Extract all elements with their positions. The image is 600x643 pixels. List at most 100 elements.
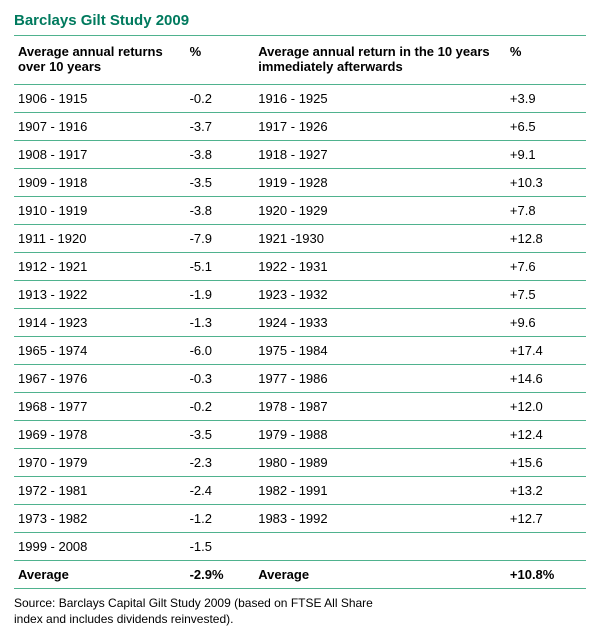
table-row: 1907 - 1916-3.71917 - 1926+6.5 [14,113,586,141]
cell-pct2 [506,533,586,561]
table-row-average: Average-2.9%Average+10.8% [14,561,586,589]
cell-pct2: +7.5 [506,281,586,309]
average-label1: Average [14,561,186,589]
cell-period2: 1919 - 1928 [254,169,506,197]
cell-pct1: -3.7 [186,113,255,141]
cell-pct1: -0.3 [186,365,255,393]
table-row: 1972 - 1981 -2.41982 - 1991+13.2 [14,477,586,505]
table-row: 1911 - 1920-7.91921 -1930+12.8 [14,225,586,253]
cell-period2: 1920 - 1929 [254,197,506,225]
cell-pct1: -3.8 [186,197,255,225]
cell-pct2: +6.5 [506,113,586,141]
cell-period2 [254,533,506,561]
cell-period1: 1912 - 1921 [14,253,186,281]
table-body: 1906 - 1915-0.21916 - 1925+3.91907 - 191… [14,85,586,589]
cell-pct1: -2.3 [186,449,255,477]
cell-pct1: -1.9 [186,281,255,309]
cell-pct2: +17.4 [506,337,586,365]
cell-pct2: +13.2 [506,477,586,505]
cell-period1: 1968 - 1977 [14,393,186,421]
cell-period2: 1924 - 1933 [254,309,506,337]
cell-period1: 1908 - 1917 [14,141,186,169]
table-row: 1969 - 1978-3.51979 - 1988+12.4 [14,421,586,449]
cell-pct2: +9.6 [506,309,586,337]
table-row: 1965 - 1974-6.01975 - 1984+17.4 [14,337,586,365]
cell-pct1: -0.2 [186,393,255,421]
cell-pct2: +12.7 [506,505,586,533]
table-row: 1912 - 1921-5.11922 - 1931+7.6 [14,253,586,281]
average-label2: Average [254,561,506,589]
header-period1: Average annual returns over 10 years [14,36,186,85]
cell-period1: 1970 - 1979 [14,449,186,477]
cell-pct1: -1.5 [186,533,255,561]
cell-pct2: +12.4 [506,421,586,449]
table-row: 1914 - 1923-1.31924 - 1933+9.6 [14,309,586,337]
cell-period2: 1982 - 1991 [254,477,506,505]
cell-pct2: +14.6 [506,365,586,393]
cell-pct1: -6.0 [186,337,255,365]
cell-period1: 1910 - 1919 [14,197,186,225]
cell-period1: 1909 - 1918 [14,169,186,197]
table-row: 1906 - 1915-0.21916 - 1925+3.9 [14,85,586,113]
cell-period1: 1913 - 1922 [14,281,186,309]
cell-pct2: +9.1 [506,141,586,169]
table-row: 1999 - 2008-1.5 [14,533,586,561]
header-pct1: % [186,36,255,85]
cell-pct1: -1.2 [186,505,255,533]
table-container: Barclays Gilt Study 2009 Average annual … [0,0,600,643]
cell-pct1: -5.1 [186,253,255,281]
cell-period2: 1917 - 1926 [254,113,506,141]
header-pct2: % [506,36,586,85]
cell-period2: 1977 - 1986 [254,365,506,393]
table-row: 1910 - 1919-3.81920 - 1929+7.8 [14,197,586,225]
cell-pct2: +12.0 [506,393,586,421]
cell-pct1: -1.3 [186,309,255,337]
cell-pct1: -7.9 [186,225,255,253]
cell-period2: 1918 - 1927 [254,141,506,169]
table-row: 1908 - 1917-3.81918 - 1927+9.1 [14,141,586,169]
cell-pct2: +10.3 [506,169,586,197]
average-pct2: +10.8% [506,561,586,589]
table-row: 1967 - 1976-0.31977 - 1986+14.6 [14,365,586,393]
cell-pct1: -3.5 [186,421,255,449]
header-period2: Average annual return in the 10 years im… [254,36,506,85]
table-header-row: Average annual returns over 10 years % A… [14,36,586,85]
cell-period1: 1969 - 1978 [14,421,186,449]
cell-period1: 1907 - 1916 [14,113,186,141]
cell-period1: 1914 - 1923 [14,309,186,337]
cell-period1: 1973 - 1982 [14,505,186,533]
cell-period1: 1911 - 1920 [14,225,186,253]
cell-pct1: -3.5 [186,169,255,197]
cell-period1: 1906 - 1915 [14,85,186,113]
cell-period1: 1965 - 1974 [14,337,186,365]
source-note: Source: Barclays Capital Gilt Study 2009… [14,589,394,627]
cell-pct1: -3.8 [186,141,255,169]
cell-pct2: +3.9 [506,85,586,113]
table-row: 1973 - 1982-1.21983 - 1992+12.7 [14,505,586,533]
cell-period2: 1978 - 1987 [254,393,506,421]
page-title: Barclays Gilt Study 2009 [14,12,586,35]
cell-period2: 1916 - 1925 [254,85,506,113]
table-row: 1909 - 1918-3.51919 - 1928+10.3 [14,169,586,197]
cell-pct1: -0.2 [186,85,255,113]
average-pct1: -2.9% [186,561,255,589]
cell-period1: 1972 - 1981 [14,477,186,505]
cell-pct2: +7.8 [506,197,586,225]
cell-period2: 1921 -1930 [254,225,506,253]
cell-period2: 1975 - 1984 [254,337,506,365]
table-row: 1968 - 1977-0.21978 - 1987+12.0 [14,393,586,421]
cell-period2: 1983 - 1992 [254,505,506,533]
cell-period1: 1999 - 2008 [14,533,186,561]
cell-period2: 1923 - 1932 [254,281,506,309]
table-row: 1970 - 1979-2.31980 - 1989+15.6 [14,449,586,477]
cell-pct2: +7.6 [506,253,586,281]
cell-period2: 1980 - 1989 [254,449,506,477]
cell-period1: 1967 - 1976 [14,365,186,393]
returns-table: Average annual returns over 10 years % A… [14,35,586,589]
cell-period2: 1922 - 1931 [254,253,506,281]
cell-pct2: +15.6 [506,449,586,477]
table-row: 1913 - 1922-1.91923 - 1932+7.5 [14,281,586,309]
cell-period2: 1979 - 1988 [254,421,506,449]
cell-pct2: +12.8 [506,225,586,253]
cell-pct1: -2.4 [186,477,255,505]
